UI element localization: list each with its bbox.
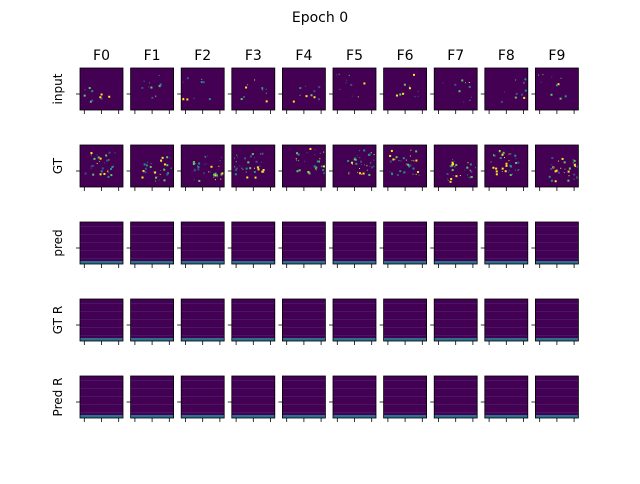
image-panel — [379, 144, 428, 191]
image-panel — [379, 221, 428, 268]
row-labels: input GT pred GT R Pred R — [51, 73, 65, 416]
image-panel — [430, 144, 478, 191]
column-label: F9 — [548, 48, 565, 64]
column-labels: F0 F1 F2 F3 F4 F5 F6 F7 F8 F9 — [93, 48, 565, 64]
image-panel — [278, 67, 326, 114]
image-panel — [126, 67, 175, 114]
image-panel — [379, 298, 428, 345]
chart-title: Epoch 0 — [292, 10, 348, 26]
image-panel — [76, 221, 124, 268]
column-label: F6 — [397, 48, 414, 64]
image-panel — [379, 67, 428, 114]
image-panel — [531, 298, 579, 345]
column-label: F3 — [245, 48, 262, 64]
image-panel — [126, 144, 175, 191]
image-panel — [76, 298, 124, 345]
column-label: F7 — [447, 48, 464, 64]
image-panel — [430, 298, 478, 345]
image-panel — [227, 298, 276, 345]
row-label: GT — [51, 157, 65, 174]
row-label: Pred R — [51, 378, 65, 417]
image-panel — [531, 221, 579, 268]
image-panel — [177, 144, 225, 191]
image-panel — [379, 375, 428, 422]
image-panel — [177, 67, 225, 114]
image-panel — [177, 298, 225, 345]
image-panel — [278, 375, 326, 422]
image-panel — [278, 298, 326, 345]
column-label: F0 — [93, 48, 110, 64]
column-label: F4 — [295, 48, 312, 64]
image-panel — [177, 221, 225, 268]
image-panel — [531, 144, 579, 191]
image-panel — [329, 221, 377, 268]
image-panel — [76, 375, 124, 422]
image-panel — [480, 375, 529, 422]
image-panel — [227, 375, 276, 422]
image-panel — [227, 221, 276, 268]
image-panel — [329, 67, 377, 114]
row-label: GT R — [51, 306, 65, 334]
image-panel — [278, 221, 326, 268]
image-panel — [76, 67, 124, 114]
row-label: pred — [51, 229, 65, 256]
image-panel — [480, 298, 529, 345]
image-panel — [76, 144, 124, 191]
image-panel — [278, 144, 326, 191]
image-panel — [126, 298, 175, 345]
image-panel — [126, 221, 175, 268]
image-panel — [480, 144, 529, 191]
image-panel — [227, 67, 276, 114]
image-panel — [329, 375, 377, 422]
image-panel — [430, 375, 478, 422]
image-panel — [329, 144, 377, 191]
image-panel — [480, 67, 529, 114]
row-label: input — [51, 73, 65, 104]
image-panel — [531, 375, 579, 422]
image-panel — [329, 298, 377, 345]
image-panel — [227, 144, 276, 191]
image-panel — [430, 221, 478, 268]
image-panel — [430, 67, 478, 114]
column-label: F2 — [194, 48, 211, 64]
image-panel — [531, 67, 579, 114]
image-panel — [177, 375, 225, 422]
panel-grid — [76, 67, 579, 422]
image-panel — [480, 221, 529, 268]
image-panel — [126, 375, 175, 422]
column-label: F1 — [144, 48, 161, 64]
column-label: F5 — [346, 48, 363, 64]
column-label: F8 — [498, 48, 515, 64]
